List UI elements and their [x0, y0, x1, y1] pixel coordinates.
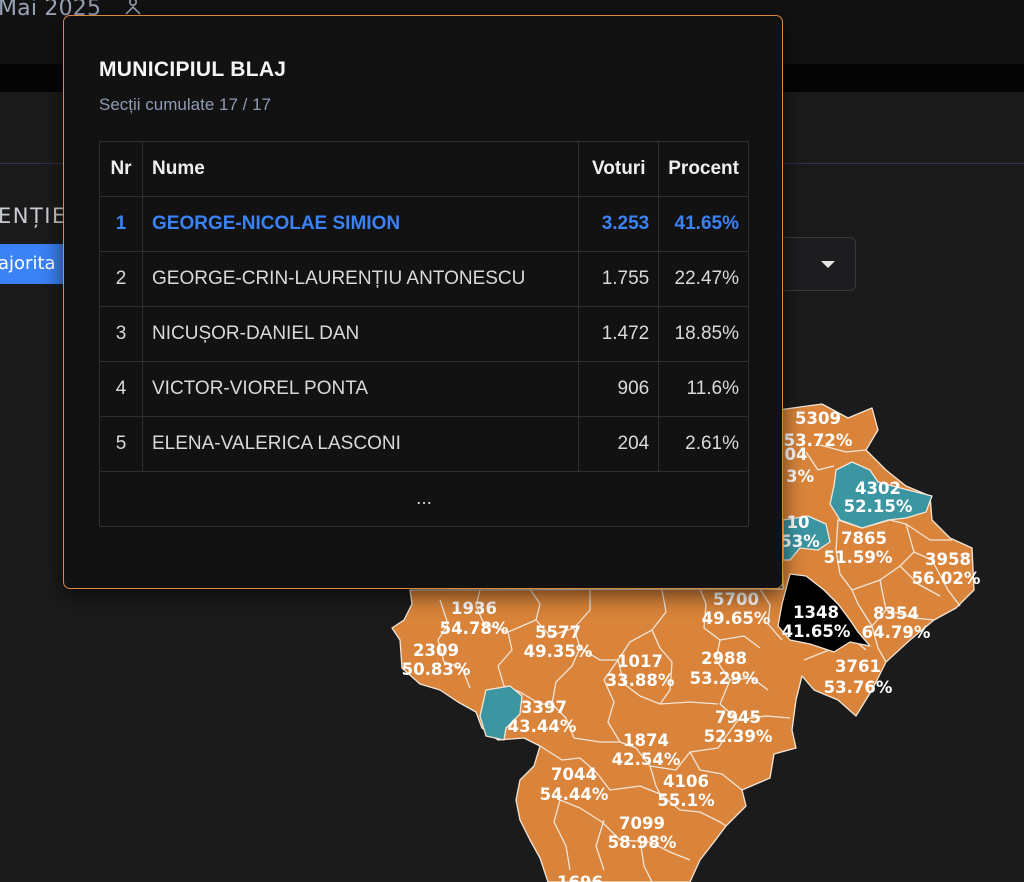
table-row: 4 VICTOR-VIOREL PONTA 906 11.6% [99, 361, 749, 417]
map-label-votes: 04 [785, 445, 808, 464]
majority-mode-button[interactable]: ajorita [0, 244, 74, 284]
map-label-votes: 1696 [557, 873, 603, 882]
row-candidate-name: GEORGE-CRIN-LAURENȚIU ANTONESCU [141, 251, 580, 307]
row-nr: 1 [99, 196, 143, 252]
row-percent: 18.85% [658, 306, 749, 362]
row-votes: 1.472 [578, 306, 660, 362]
row-nr: 5 [99, 416, 143, 472]
row-percent: 41.65% [658, 196, 749, 252]
map-region-teal-east[interactable] [829, 461, 933, 529]
more-ellipsis: ... [99, 471, 749, 527]
table-row: 3 NICUȘOR-DANIEL DAN 1.472 18.85% [99, 306, 749, 362]
popup-subtitle: Secții cumulate 17 / 17 [99, 95, 271, 114]
row-votes: 1.755 [578, 251, 660, 307]
uat-results-popup: MUNICIPIUL BLAJ Secții cumulate 17 / 17 … [63, 15, 783, 589]
map-label-percent: 3% [786, 467, 814, 486]
row-votes: 3.253 [578, 196, 660, 252]
map-label-percent: 52.39% [704, 727, 773, 746]
map-label-percent: 53.76% [824, 678, 893, 697]
table-row: 5 ELENA-VALERICA LASCONI 204 2.61% [99, 416, 749, 472]
map-region-teal-center[interactable] [782, 515, 831, 561]
more-rows-indicator: ... [99, 471, 749, 527]
map-label-percent: 52.15% [844, 497, 913, 516]
map-label-votes: 1874 [623, 731, 669, 750]
map-label-votes: 7865 [841, 529, 887, 548]
row-percent: 2.61% [658, 416, 749, 472]
map-label-votes: 1017 [617, 652, 663, 671]
map-label-percent: 50.83% [402, 660, 471, 679]
map-label-percent: 54.78% [440, 619, 509, 638]
row-candidate-name: ELENA-VALERICA LASCONI [141, 416, 580, 472]
column-header-nr: Nr [99, 141, 143, 197]
map-label-votes: 3761 [835, 657, 881, 676]
row-votes: 906 [578, 361, 660, 417]
row-nr: 3 [99, 306, 143, 362]
map-label-percent: 53% [780, 532, 820, 551]
map-label-percent: 56.02% [912, 569, 981, 588]
map-label-percent: 53.72% [784, 431, 853, 450]
settings-icon[interactable] [120, 0, 146, 20]
row-percent: 11.6% [658, 361, 749, 417]
map-label-votes: 1348 [793, 603, 839, 622]
map-label-percent: 64.79% [862, 623, 931, 642]
map-label-percent: 42.54% [612, 750, 681, 769]
map-label-percent: 43.44% [508, 717, 577, 736]
map-label-votes: 7945 [715, 708, 761, 727]
map-label-votes: 7099 [619, 814, 665, 833]
row-candidate-name: GEORGE-NICOLAE SIMION [141, 196, 580, 252]
results-table: Nr Nume Voturi Procent 1 GEORGE-NICOLAE … [99, 141, 749, 527]
chevron-down-icon [821, 261, 835, 268]
map-label-votes: 3958 [925, 550, 971, 569]
map-label-percent: 51.59% [824, 548, 893, 567]
row-candidate-name: NICUȘOR-DANIEL DAN [141, 306, 580, 362]
map-region-base[interactable] [391, 403, 975, 882]
row-candidate-name: VICTOR-VIOREL PONTA [141, 361, 580, 417]
column-header-name: Nume [141, 141, 580, 197]
map-label-votes: 5577 [535, 623, 581, 642]
row-percent: 22.47% [658, 251, 749, 307]
map-label-votes: 2988 [701, 649, 747, 668]
map-label-percent: 49.35% [524, 642, 593, 661]
table-row: 1 GEORGE-NICOLAE SIMION 3.253 41.65% [99, 196, 749, 252]
map-label-percent: 55.1% [657, 791, 715, 810]
row-votes: 204 [578, 416, 660, 472]
column-header-votes: Voturi [578, 141, 660, 197]
map-label-percent: 33.88% [606, 671, 675, 690]
map-label-votes: 4106 [663, 772, 709, 791]
map-label-percent: 54.44% [540, 785, 609, 804]
election-section-label: ENȚIE [0, 204, 67, 228]
map-label-percent: 49.65% [702, 609, 771, 628]
row-nr: 2 [99, 251, 143, 307]
map-label-votes: 5700 [713, 590, 759, 609]
map-label-votes: 10 [787, 513, 810, 532]
map-region-teal-west[interactable] [479, 685, 523, 741]
map-label-votes: 2309 [413, 641, 459, 660]
map-label-votes: 7044 [551, 765, 597, 784]
table-row: 2 GEORGE-CRIN-LAURENȚIU ANTONESCU 1.755 … [99, 251, 749, 307]
map-region-selected-blaj[interactable] [777, 573, 871, 653]
map-labels: 5309 53.72% 4302 52.15% 7865 51.59% 3958… [402, 409, 981, 882]
map-label-votes: 4302 [855, 479, 901, 498]
map-label-votes: 1936 [451, 599, 497, 618]
map-label-votes: 3397 [521, 698, 567, 717]
map-label-percent: 53.29% [690, 669, 759, 688]
map-label-percent: 58.98% [608, 833, 677, 852]
column-header-percent: Procent [658, 141, 749, 197]
map-label-votes: 5309 [795, 409, 841, 428]
map-label-votes: 8354 [873, 604, 919, 623]
map-label-percent: 41.65% [782, 622, 851, 641]
popup-title: MUNICIPIUL BLAJ [99, 58, 287, 81]
row-nr: 4 [99, 361, 143, 417]
results-header-row: Nr Nume Voturi Procent [99, 141, 749, 197]
